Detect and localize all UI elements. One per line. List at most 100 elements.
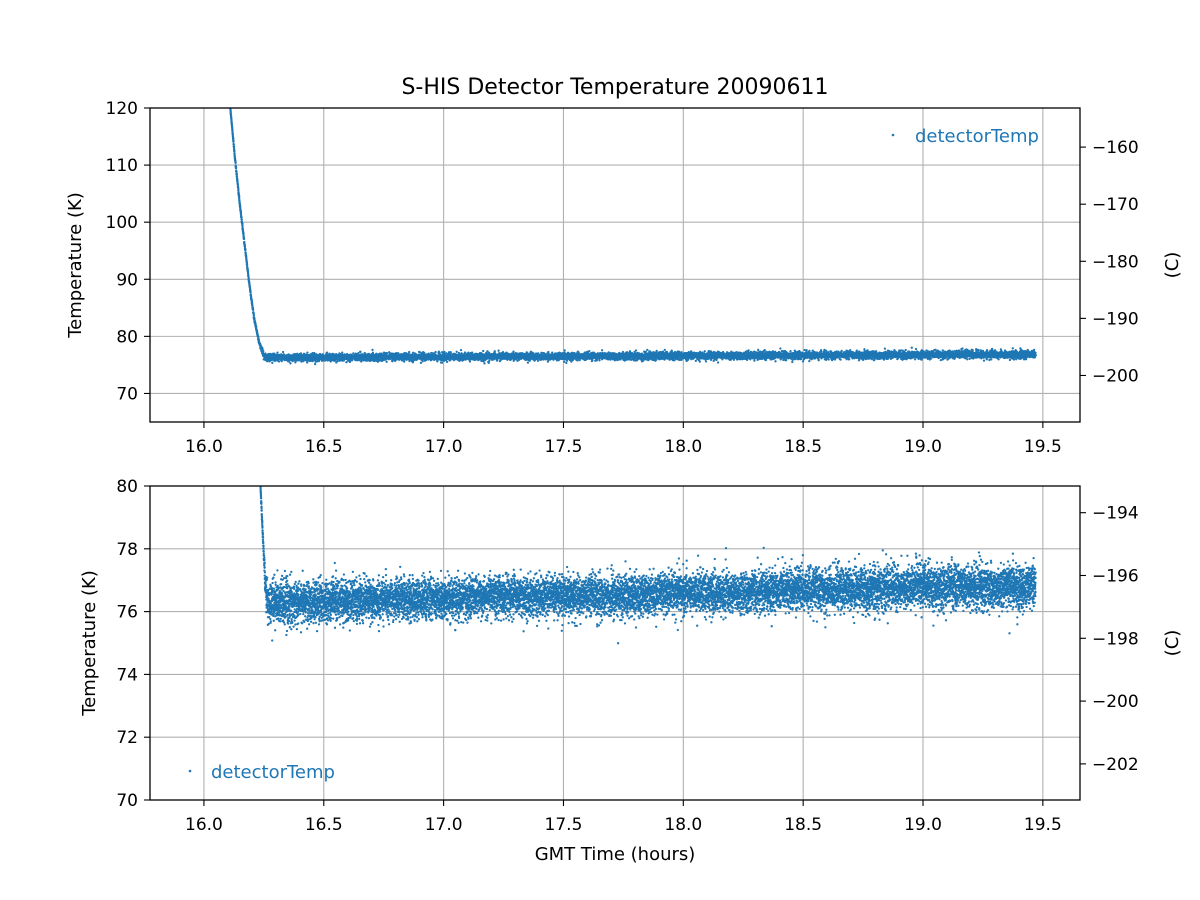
data-point	[563, 360, 566, 363]
data-point	[239, 212, 243, 216]
data-point	[378, 359, 382, 362]
data-point	[655, 349, 658, 353]
data-point	[277, 360, 281, 363]
data-point	[634, 349, 638, 352]
data-point	[391, 360, 394, 363]
data-point	[240, 216, 243, 219]
data-point	[241, 224, 244, 227]
data-point	[246, 267, 249, 271]
data-point	[482, 349, 485, 353]
data-point	[234, 166, 238, 169]
data-point	[497, 349, 500, 352]
data-point	[371, 351, 375, 354]
data-point	[238, 195, 241, 198]
subplot-1: 16.0 16.5 17.0 17.5 18.0 18.5 19.0 19.570809010…	[65, 99, 1183, 457]
data-point	[335, 352, 338, 356]
data-point	[600, 349, 604, 352]
data-point	[385, 351, 389, 355]
data-point	[276, 351, 279, 354]
data-point	[423, 351, 426, 355]
data-point	[347, 359, 350, 362]
data-point	[403, 360, 406, 363]
data-point	[323, 359, 327, 362]
data-point	[389, 357, 392, 361]
data-point	[240, 218, 243, 221]
data-point	[445, 352, 448, 355]
data-point	[526, 361, 530, 364]
data-point	[440, 361, 444, 364]
data-point	[372, 359, 376, 363]
data-point	[306, 351, 309, 354]
data-point	[233, 150, 236, 153]
data-point	[621, 350, 625, 354]
data-point	[341, 351, 344, 354]
data-point	[237, 188, 240, 191]
data-point	[598, 359, 601, 362]
data-point	[236, 183, 239, 186]
data-point	[565, 361, 568, 365]
data-point	[238, 199, 241, 202]
data-point	[588, 349, 591, 353]
data-point	[300, 360, 303, 363]
data-point	[501, 350, 505, 354]
data-point	[271, 361, 274, 365]
data-point	[359, 350, 362, 354]
data-point	[443, 350, 446, 354]
data-point	[245, 263, 249, 266]
data-point	[232, 140, 235, 143]
data-point	[247, 274, 250, 277]
data-point	[242, 237, 246, 240]
data-point	[281, 350, 285, 354]
data-point	[325, 351, 329, 354]
data-point	[247, 277, 250, 280]
data-point	[644, 350, 647, 353]
data-point	[483, 362, 486, 365]
data-point	[408, 359, 411, 363]
data-point	[408, 350, 411, 354]
data-point	[663, 348, 666, 352]
data-point	[371, 348, 374, 352]
data-point	[261, 348, 264, 351]
data-point	[235, 170, 238, 173]
scatter-points	[229, 108, 1037, 366]
data-point	[289, 362, 292, 365]
data-point	[232, 143, 235, 146]
data-point	[252, 314, 255, 317]
data-point	[234, 161, 237, 165]
chart-title: S-HIS Detector Temperature 20090611	[401, 75, 828, 100]
data-point	[547, 350, 550, 354]
data-point	[235, 172, 238, 175]
data-point	[419, 361, 423, 365]
data-point	[591, 359, 594, 362]
data-point	[487, 361, 490, 365]
data-point	[248, 285, 252, 289]
data-point	[471, 351, 474, 354]
data-point	[313, 362, 317, 366]
data-point	[262, 350, 265, 353]
data-point	[306, 361, 309, 364]
data-point	[255, 325, 258, 329]
data-point	[563, 349, 566, 352]
data-point	[375, 352, 378, 355]
data-point	[445, 360, 449, 364]
data-point	[449, 350, 452, 354]
data-point	[237, 191, 240, 194]
data-point	[512, 350, 515, 353]
data-point	[249, 291, 252, 294]
data-point	[434, 350, 437, 354]
data-point	[244, 248, 247, 251]
data-point	[232, 146, 236, 150]
data-point	[459, 348, 463, 352]
data-point	[488, 359, 491, 362]
data-point	[253, 317, 256, 320]
data-point	[421, 360, 424, 363]
data-point	[251, 304, 254, 307]
data-point	[345, 361, 348, 364]
data-point	[251, 308, 255, 312]
data-point	[455, 350, 458, 353]
data-point	[294, 361, 297, 364]
data-point	[357, 351, 360, 355]
data-point	[336, 360, 339, 363]
